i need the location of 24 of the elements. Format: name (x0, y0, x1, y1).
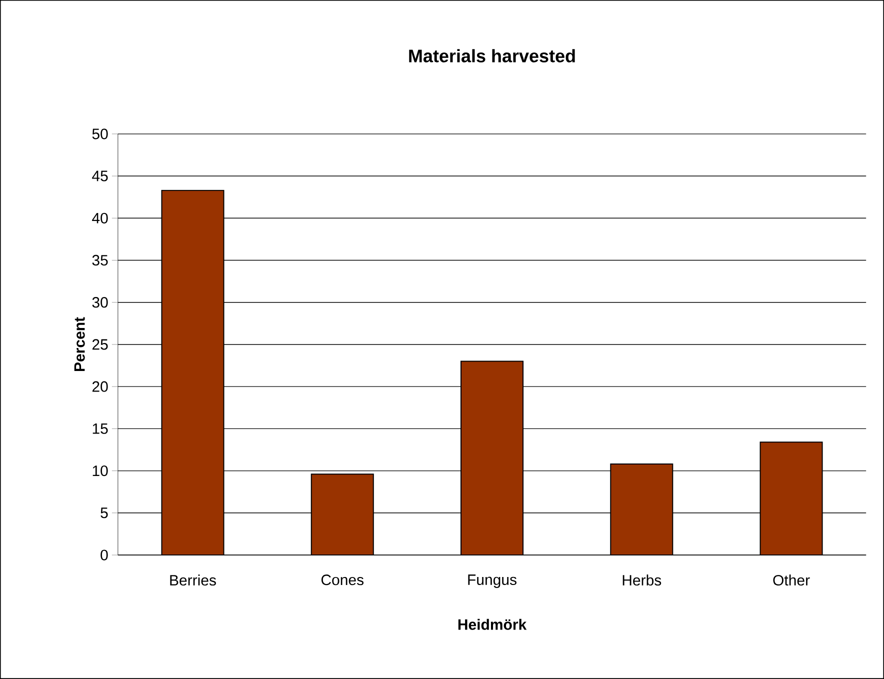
bar (310, 474, 374, 556)
y-tick-label: 40 (92, 212, 108, 224)
chart-title: Materials harvested (409, 49, 575, 62)
y-tick-label: 15 (92, 423, 108, 434)
y-tick-label: 50 (92, 128, 108, 140)
x-axis-title: Heidmörk (458, 618, 527, 630)
y-tick-label: 0 (100, 550, 108, 560)
bar (161, 190, 224, 556)
y-tick-label: 35 (92, 254, 108, 266)
y-tick-label: 30 (92, 297, 108, 308)
x-tick-label: Cones (321, 574, 364, 586)
y-tick-label: 45 (92, 170, 108, 182)
y-tick-label: 5 (100, 508, 108, 518)
x-tick-label: Herbs (622, 574, 662, 586)
x-tick-label: Fungus (468, 574, 516, 588)
x-tick-label: Other (773, 574, 810, 586)
y-tick-label: 20 (92, 381, 108, 392)
bar (460, 360, 524, 556)
bar (760, 442, 823, 556)
y-tick-label: 25 (92, 339, 108, 350)
bar (610, 464, 674, 556)
x-tick-label: Berries (170, 574, 216, 586)
y-tick-label: 10 (92, 466, 108, 476)
y-axis-title: Percent (74, 317, 85, 372)
